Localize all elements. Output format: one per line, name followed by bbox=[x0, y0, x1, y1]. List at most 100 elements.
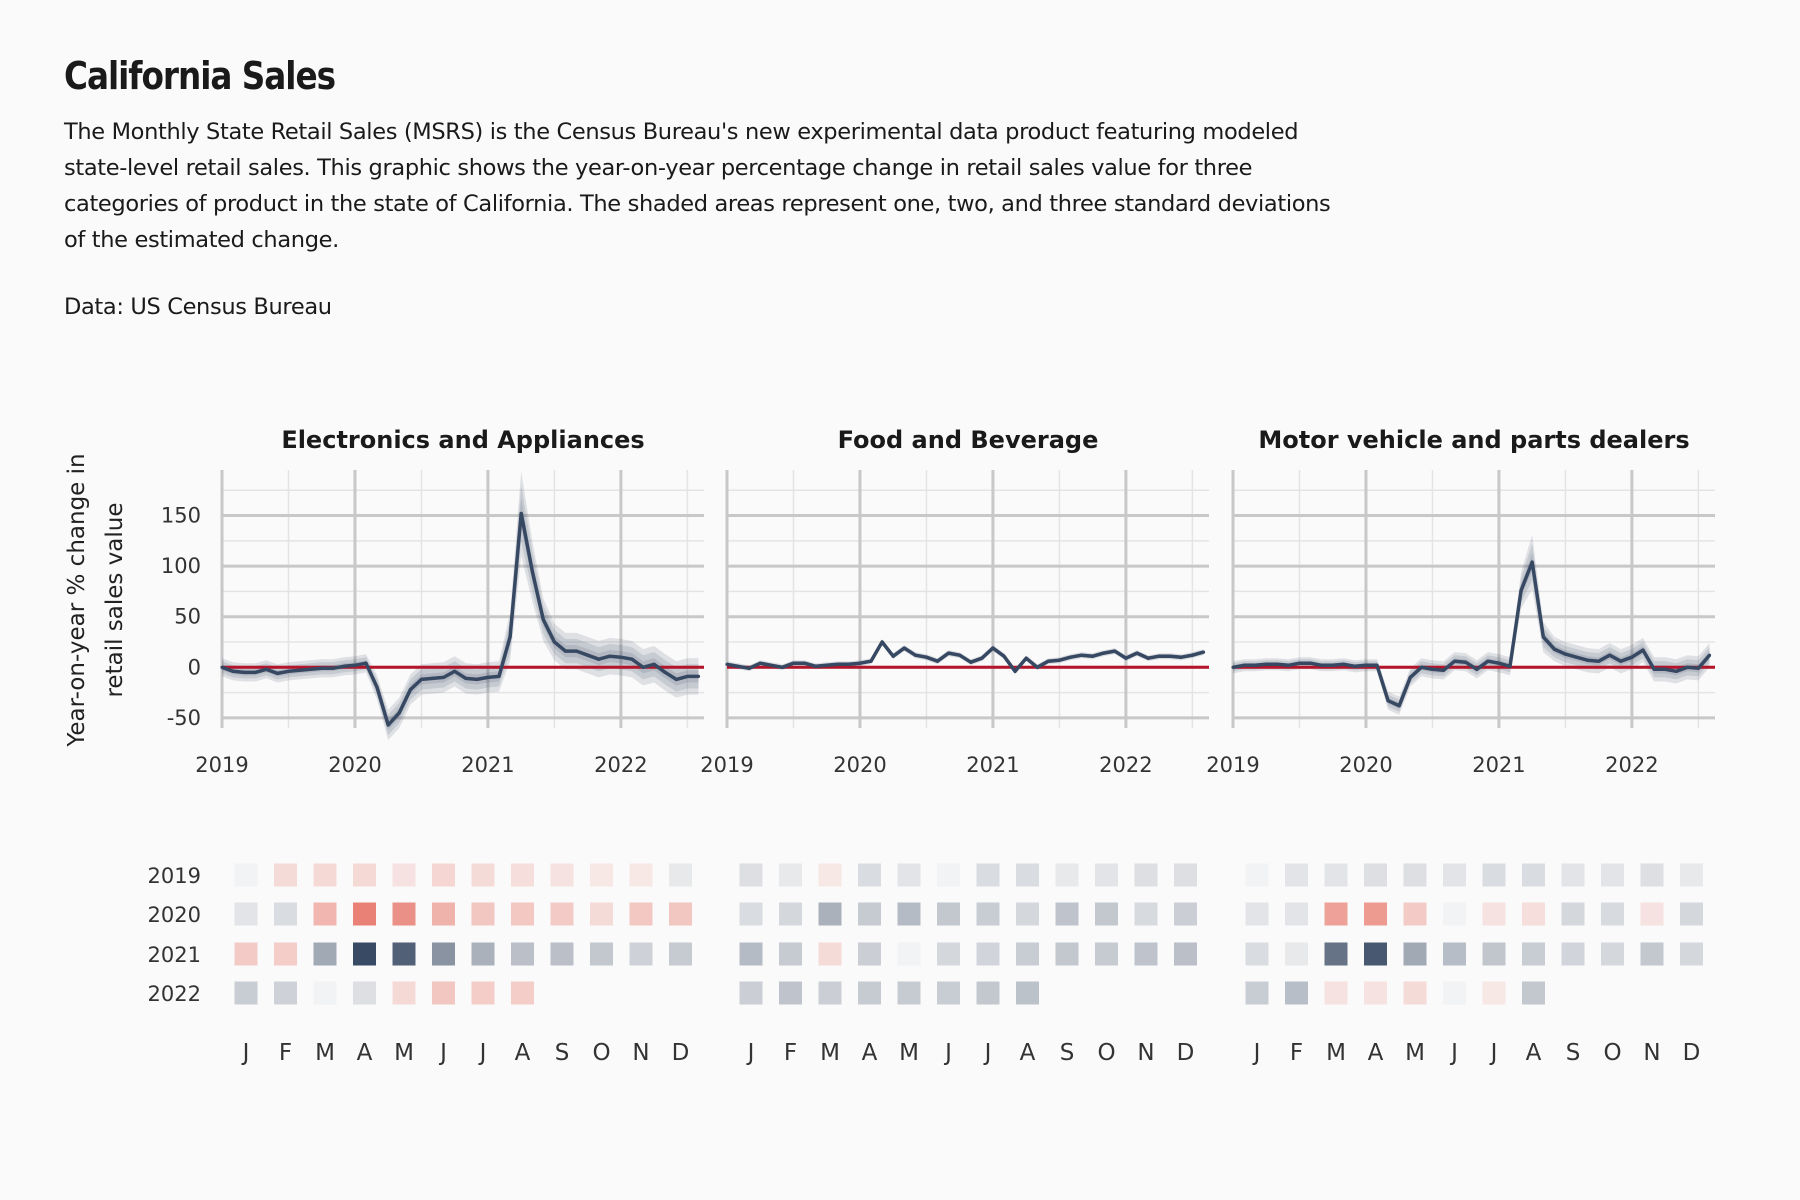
heatmap-cell bbox=[739, 942, 763, 966]
data-point bbox=[1013, 669, 1017, 673]
heatmap-cell bbox=[1324, 902, 1348, 926]
x-tick-label: 2019 bbox=[195, 753, 248, 777]
data-point bbox=[935, 659, 940, 663]
data-point bbox=[991, 646, 995, 650]
y-tick-label: 50 bbox=[174, 605, 201, 629]
data-point bbox=[1375, 663, 1379, 667]
heatmap-cell bbox=[1095, 902, 1118, 926]
data-point bbox=[1486, 659, 1490, 663]
data-point bbox=[1630, 655, 1634, 659]
data-point bbox=[947, 651, 951, 655]
heatmap-cell bbox=[897, 863, 921, 887]
data-point bbox=[541, 618, 545, 622]
heatmap-cell bbox=[858, 981, 881, 1005]
heatmap-cell bbox=[1016, 863, 1039, 887]
heatmap-cell bbox=[1285, 942, 1308, 966]
panel-1: Electronics and Appliances 2019 2020 2021 20… bbox=[161, 426, 704, 777]
data-point bbox=[1135, 651, 1139, 655]
data-point bbox=[758, 661, 762, 665]
heatmap-cell bbox=[1095, 863, 1118, 887]
data-point bbox=[1331, 663, 1335, 667]
data-point bbox=[847, 662, 851, 666]
data-point bbox=[652, 662, 656, 666]
data-point bbox=[836, 662, 840, 666]
heatmap-cell bbox=[1245, 902, 1269, 926]
heatmap-cell bbox=[274, 902, 297, 926]
heatmap-cell bbox=[1522, 981, 1545, 1005]
data-point bbox=[1541, 635, 1545, 639]
month-label: M bbox=[315, 1040, 335, 1066]
month-label: A bbox=[1526, 1040, 1542, 1066]
data-point bbox=[1002, 654, 1006, 658]
heatmap-cell bbox=[779, 942, 802, 966]
heatmap-cell bbox=[353, 863, 376, 887]
heatmap-cell bbox=[976, 942, 1000, 966]
data-point bbox=[364, 661, 368, 665]
data-point bbox=[980, 656, 984, 660]
data-point bbox=[597, 657, 601, 661]
heatmap-cell bbox=[1403, 981, 1427, 1005]
heatmap-cell bbox=[392, 942, 416, 966]
data-point bbox=[1475, 667, 1479, 671]
heatmap-cell bbox=[1245, 863, 1269, 887]
data-point bbox=[1663, 667, 1667, 671]
data-point bbox=[497, 674, 501, 679]
heatmap-cell bbox=[669, 942, 692, 966]
data-point bbox=[342, 664, 346, 668]
month-label: S bbox=[555, 1040, 570, 1066]
data-point bbox=[969, 660, 973, 664]
data-point bbox=[1353, 664, 1357, 668]
heatmap-cell bbox=[353, 981, 376, 1005]
heatmap-cell bbox=[274, 863, 297, 887]
heatmap-cell bbox=[1285, 902, 1308, 926]
month-label: F bbox=[279, 1040, 292, 1066]
heatmap-cell bbox=[1522, 942, 1545, 966]
data-point bbox=[1320, 663, 1324, 667]
data-point bbox=[1035, 665, 1039, 669]
heatmap-cell bbox=[1561, 902, 1585, 926]
data-point bbox=[1113, 649, 1117, 653]
heatmap-cell bbox=[234, 942, 258, 966]
data-point bbox=[663, 670, 667, 675]
data-point bbox=[1464, 660, 1468, 664]
data-point bbox=[641, 665, 645, 669]
month-label: O bbox=[1097, 1040, 1115, 1066]
month-label: S bbox=[1060, 1040, 1075, 1066]
heatmap-cell bbox=[590, 902, 613, 926]
heatmap-cell bbox=[1522, 863, 1545, 887]
heatmap-cell bbox=[1364, 942, 1387, 966]
data-source: Data: US Census Bureau bbox=[64, 294, 332, 320]
heatmap-cell bbox=[392, 902, 416, 926]
heatmap-cell bbox=[471, 981, 495, 1005]
data-point bbox=[1674, 669, 1678, 673]
data-point bbox=[1286, 663, 1290, 667]
heatmap-cell bbox=[392, 863, 416, 887]
data-point bbox=[286, 669, 291, 673]
sd-band-3 bbox=[222, 471, 699, 741]
heatmap-cell bbox=[1285, 981, 1308, 1005]
data-point bbox=[1441, 668, 1446, 672]
data-point bbox=[1497, 661, 1501, 665]
data-point bbox=[1275, 662, 1279, 666]
month-label: A bbox=[1020, 1040, 1036, 1066]
heatmap-cell bbox=[432, 942, 455, 966]
data-point bbox=[298, 668, 302, 672]
x-tick-label: 2019 bbox=[700, 753, 753, 777]
month-label: J bbox=[1449, 1040, 1458, 1066]
heatmap-cell bbox=[1285, 863, 1308, 887]
heatmap-cell bbox=[1403, 863, 1427, 887]
sd-band-3 bbox=[1233, 534, 1710, 715]
data-point bbox=[696, 674, 701, 679]
heatmap-cell bbox=[550, 902, 574, 926]
data-point bbox=[858, 661, 862, 665]
sd-band-2 bbox=[1233, 543, 1710, 712]
heatmap-cell bbox=[1016, 942, 1039, 966]
heatmap-cell bbox=[1601, 902, 1624, 926]
data-point bbox=[1264, 662, 1268, 666]
heatmap-cell bbox=[1324, 942, 1348, 966]
y-tick-label: 100 bbox=[161, 554, 201, 578]
heatmap-cell bbox=[1640, 902, 1664, 926]
heatmap-cell bbox=[629, 863, 653, 887]
heatmap-cell bbox=[1134, 942, 1158, 966]
x-tick-label: 2022 bbox=[594, 753, 647, 777]
